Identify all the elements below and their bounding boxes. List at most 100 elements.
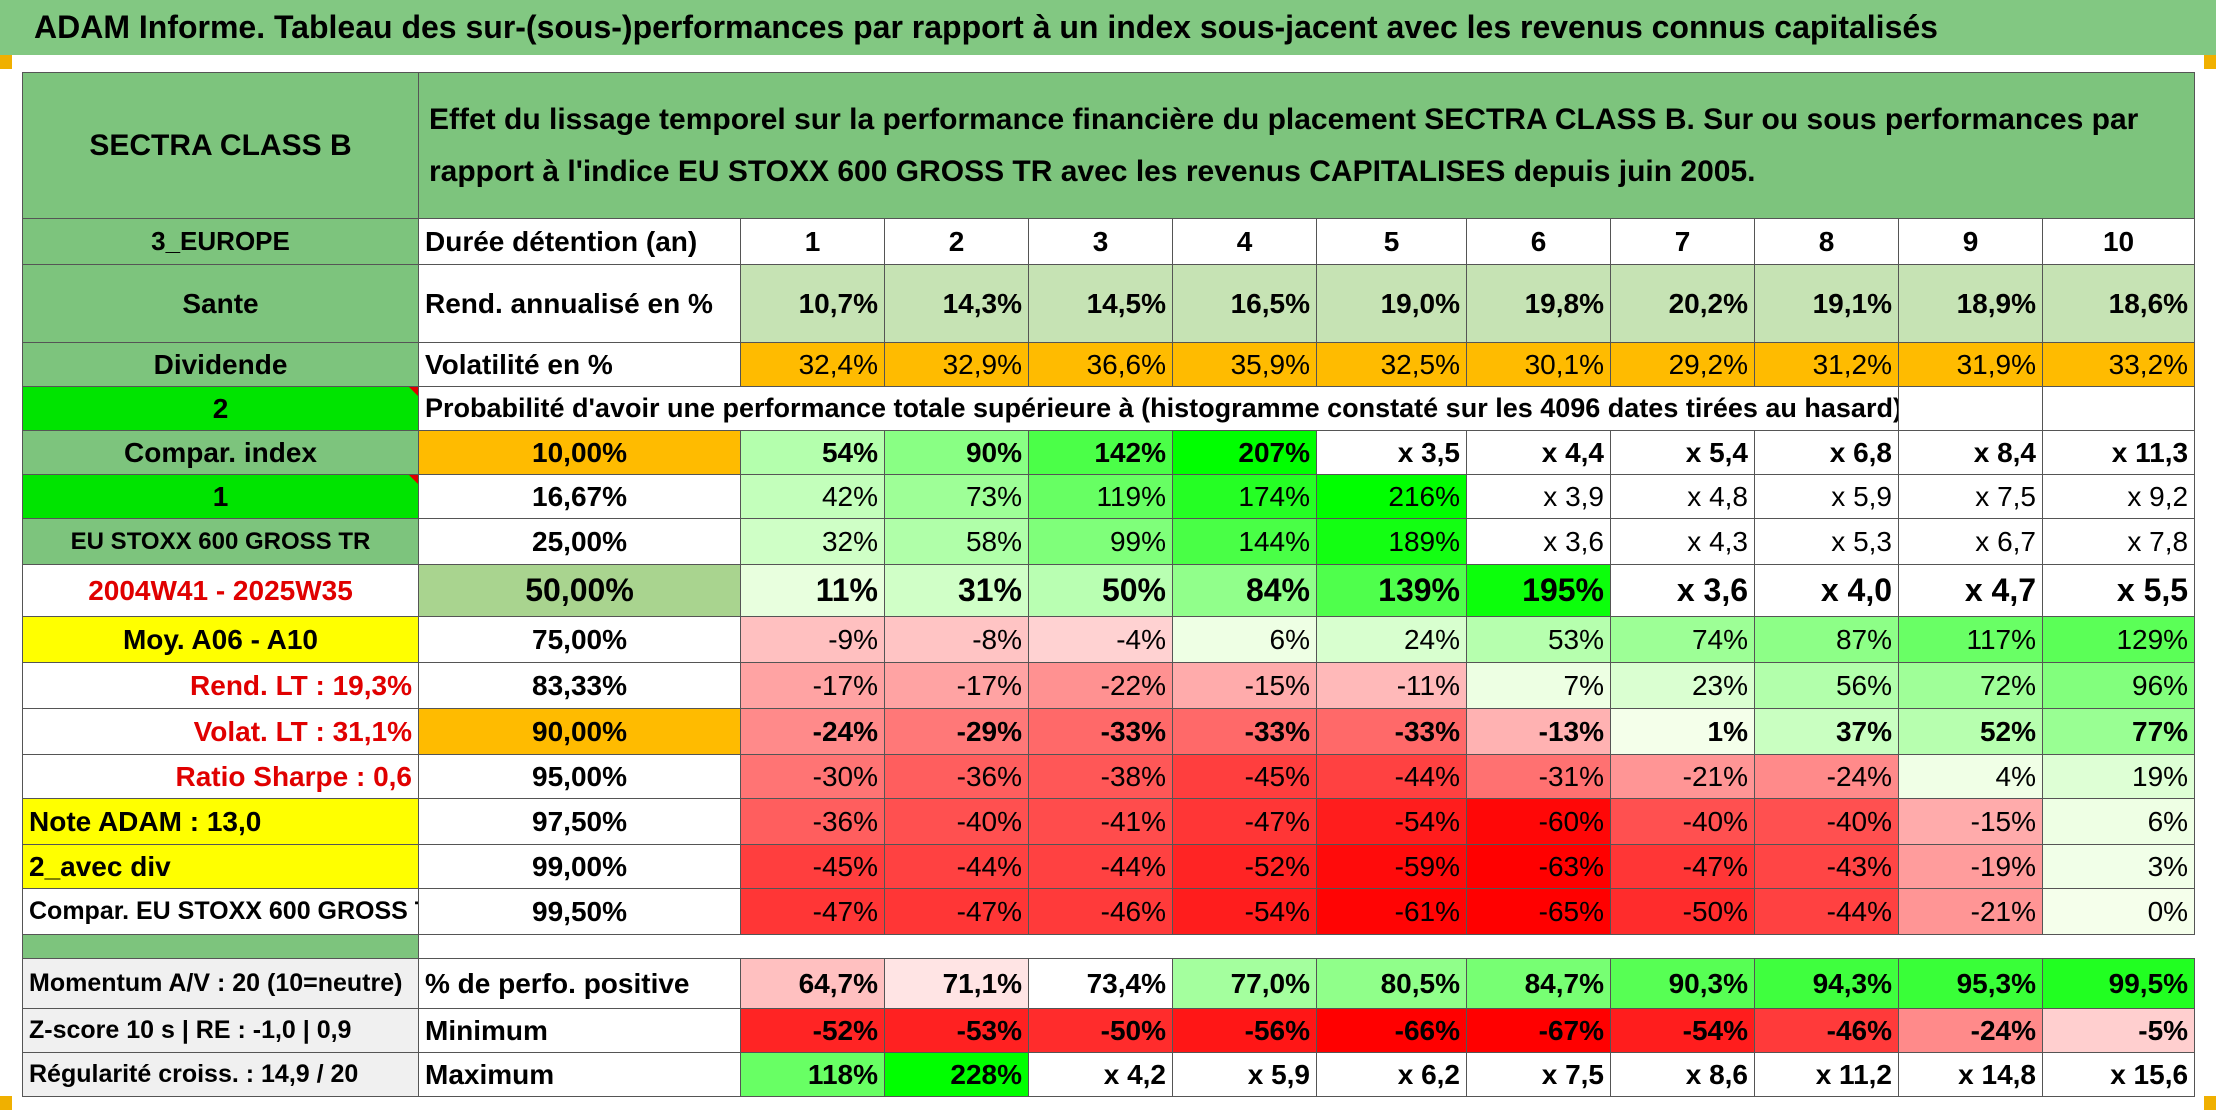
probability-cell: -61% [1316,888,1467,935]
empty-cell [1898,386,2043,431]
minimum-label: Minimum [418,1008,741,1053]
probability-row: Ratio Sharpe : 0,6 95,00% -30% -36% -38% -45%… [22,754,2196,799]
selector-one[interactable]: 1 [22,474,419,519]
probability-cell: 73% [884,474,1029,519]
positive-share-cell: 90,3% [1610,958,1755,1009]
probability-cell: -22% [1028,662,1173,709]
volatility-cell: 32,9% [884,342,1029,387]
long-term-volatility: Volat. LT : 31,1% [22,708,419,755]
probability-cell: 56% [1754,662,1899,709]
return-label: Rend. annualisé en % [418,264,741,343]
probability-cell: x 9,2 [2041,474,2196,519]
probability-row: Rend. LT : 19,3% 83,33% -17% -17% -22% -15% -1… [22,662,2196,709]
return-cell: 10,7% [740,264,885,343]
probability-cell: x 3,6 [1610,564,1755,617]
probability-cell: 72% [1898,662,2043,709]
spacer-cell [22,934,419,959]
maximum-side-label: Régularité croiss. : 14,9 / 20 [22,1052,419,1097]
header-row: SECTRA CLASS B Effet du lissage temporel… [22,72,2196,219]
probability-row: 2004W41 - 2025W35 50,00% 11% 31% 50% 84% 139% 1… [22,564,2196,617]
volatility-cell: 35,9% [1172,342,1317,387]
probability-cell: -59% [1316,844,1467,889]
probability-cell: x 3,5 [1316,430,1467,475]
probability-cell: 54% [740,430,885,475]
probability-cell: 53% [1466,616,1611,663]
probability-cell: x 6,8 [1754,430,1899,475]
return-cell: 18,9% [1898,264,2043,343]
maximum-cell: x 6,2 [1316,1052,1467,1097]
volatility-cell: 31,9% [1898,342,2043,387]
probability-cell: 129% [2041,616,2196,663]
dividend-label: Dividende [22,342,419,387]
maximum-cell: x 8,6 [1610,1052,1755,1097]
return-cell: 18,6% [2041,264,2196,343]
maximum-cell: x 5,9 [1172,1052,1317,1097]
selector-two[interactable]: 2 [22,386,419,431]
probability-cell: -24% [740,708,885,755]
fund-name: SECTRA CLASS B [22,72,419,219]
probability-cell: x 5,9 [1754,474,1899,519]
probability-cell: x 4,8 [1610,474,1755,519]
probability-cell: 23% [1610,662,1755,709]
probability-cell: 6% [1172,616,1317,663]
threshold-cell: 99,00% [418,844,741,889]
probability-cell: -40% [1754,798,1899,845]
probability-cell: 37% [1754,708,1899,755]
minimum-row: Z-score 10 s | RE : -1,0 | 0,9 Minimum -52… [22,1008,2196,1053]
positive-share-cell: 64,7% [740,958,885,1009]
duration-header: 2 [884,218,1029,265]
probability-cell: 24% [1316,616,1467,663]
probability-cell: x 4,7 [1898,564,2043,617]
probability-cell: -44% [884,844,1029,889]
probability-cell: 52% [1898,708,2043,755]
performance-table: SECTRA CLASS B Effet du lissage temporel… [22,72,2196,1097]
performance-table-container: SECTRA CLASS B Effet du lissage temporel… [22,72,2196,1097]
probability-cell: 207% [1172,430,1317,475]
probability-row: Moy. A06 - A10 75,00% -9% -8% -4% 6% 24% 53% 74%… [22,616,2196,663]
threshold-cell: 95,00% [418,754,741,799]
positive-share-cell: 73,4% [1028,958,1173,1009]
probability-cell: -30% [740,754,885,799]
period-label: 2004W41 - 2025W35 [22,564,419,617]
maximum-cell: x 15,6 [2041,1052,2196,1097]
minimum-cell: -66% [1316,1008,1467,1053]
probability-cell: -46% [1028,888,1173,935]
positive-share-cell: 71,1% [884,958,1029,1009]
duration-header: 3 [1028,218,1173,265]
table-description: Effet du lissage temporel sur la perform… [417,72,2196,219]
volatility-cell: 29,2% [1610,342,1755,387]
probability-row: Compar. index 10,00% 54% 90% 142% 207% x 3,5 x … [22,430,2196,475]
duration-label: Durée détention (an) [418,218,741,265]
duration-header: 10 [2041,218,2196,265]
probability-cell: -33% [1028,708,1173,755]
positive-share-cell: 94,3% [1754,958,1899,1009]
probability-cell: -15% [1898,798,2043,845]
probability-cell: 77% [2041,708,2196,755]
probability-cell: 31% [884,564,1029,617]
probability-cell: -50% [1610,888,1755,935]
probability-cell: 144% [1172,518,1317,565]
spacer-row [22,934,2195,959]
probability-cell: -8% [884,616,1029,663]
probability-cell: x 8,4 [1898,430,2043,475]
minimum-cell: -5% [2041,1008,2196,1053]
probability-cell: -36% [740,798,885,845]
probability-cell: x 6,7 [1898,518,2043,565]
probability-cell: 117% [1898,616,2043,663]
dividend-mode: 2_avec div [22,844,419,889]
return-cell: 16,5% [1172,264,1317,343]
adam-score: Note ADAM : 13,0 [22,798,419,845]
probability-row: EU STOXX 600 GROSS TR 25,00% 32% 58% 99% 144%… [22,518,2196,565]
probability-cell: 87% [1754,616,1899,663]
average-label: Moy. A06 - A10 [22,616,419,663]
corner-marker [0,1096,12,1110]
probability-cell: -17% [884,662,1029,709]
positive-share-cell: 95,3% [1898,958,2043,1009]
probability-cell: 174% [1172,474,1317,519]
maximum-cell: x 4,2 [1028,1052,1173,1097]
maximum-label: Maximum [418,1052,741,1097]
threshold-cell: 97,50% [418,798,741,845]
probability-cell: -44% [1028,844,1173,889]
probability-cell: 58% [884,518,1029,565]
